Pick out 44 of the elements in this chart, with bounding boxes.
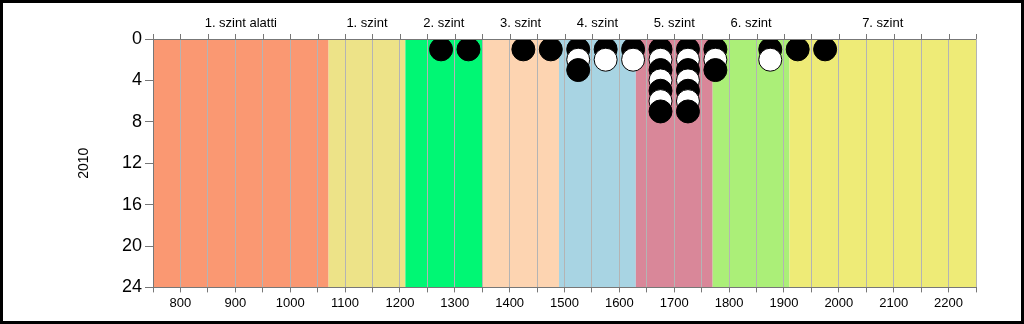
x-tick-label: 2100 xyxy=(879,294,909,310)
band-label: 2. szint xyxy=(423,15,465,30)
x-tick-label: 1900 xyxy=(769,294,799,310)
band-label: 7. szint xyxy=(862,15,904,30)
band-label: 1. szint xyxy=(346,15,388,30)
x-tick-label: 2200 xyxy=(934,294,964,310)
x-tick-label: 1700 xyxy=(659,294,689,310)
x-tick-label: 1200 xyxy=(385,294,415,310)
x-tick-label: 1600 xyxy=(604,294,634,310)
x-tick-label: 1800 xyxy=(714,294,744,310)
point xyxy=(511,39,536,62)
point xyxy=(566,58,591,83)
x-tick-label: 2000 xyxy=(824,294,854,310)
x-tick-label: 1300 xyxy=(440,294,470,310)
band-label: 5. szint xyxy=(653,15,696,30)
y-axis-title: 2010 xyxy=(75,147,92,179)
x-tick-label: 1100 xyxy=(331,294,360,310)
point xyxy=(456,39,481,62)
point xyxy=(675,99,700,124)
point xyxy=(648,99,673,124)
band-label: 3. szint xyxy=(500,15,542,30)
band-label: 6. szint xyxy=(730,15,773,30)
y-tick-label: 16 xyxy=(121,193,142,214)
point xyxy=(785,39,810,62)
y-tick-label: 8 xyxy=(131,110,142,131)
point xyxy=(429,39,454,62)
band-label: 4. szint xyxy=(576,15,619,30)
y-tick-label: 20 xyxy=(121,234,142,255)
y-tick-label: 12 xyxy=(121,152,142,173)
y-tick-label: 4 xyxy=(131,69,142,90)
point xyxy=(593,47,618,72)
y-tick-label: 0 xyxy=(131,27,142,48)
point xyxy=(538,39,563,62)
point xyxy=(758,47,783,72)
x-tick-label: 1400 xyxy=(495,294,525,310)
x-tick-label: 800 xyxy=(169,294,192,310)
point xyxy=(621,47,646,72)
y-tick-label: 24 xyxy=(121,276,142,297)
point xyxy=(703,58,728,83)
x-tick-label: 1000 xyxy=(275,294,305,310)
band-label: 1. szint alatti xyxy=(204,15,278,30)
x-tick-label: 900 xyxy=(224,294,247,310)
x-tick-label: 1500 xyxy=(550,294,579,310)
point xyxy=(813,39,838,62)
